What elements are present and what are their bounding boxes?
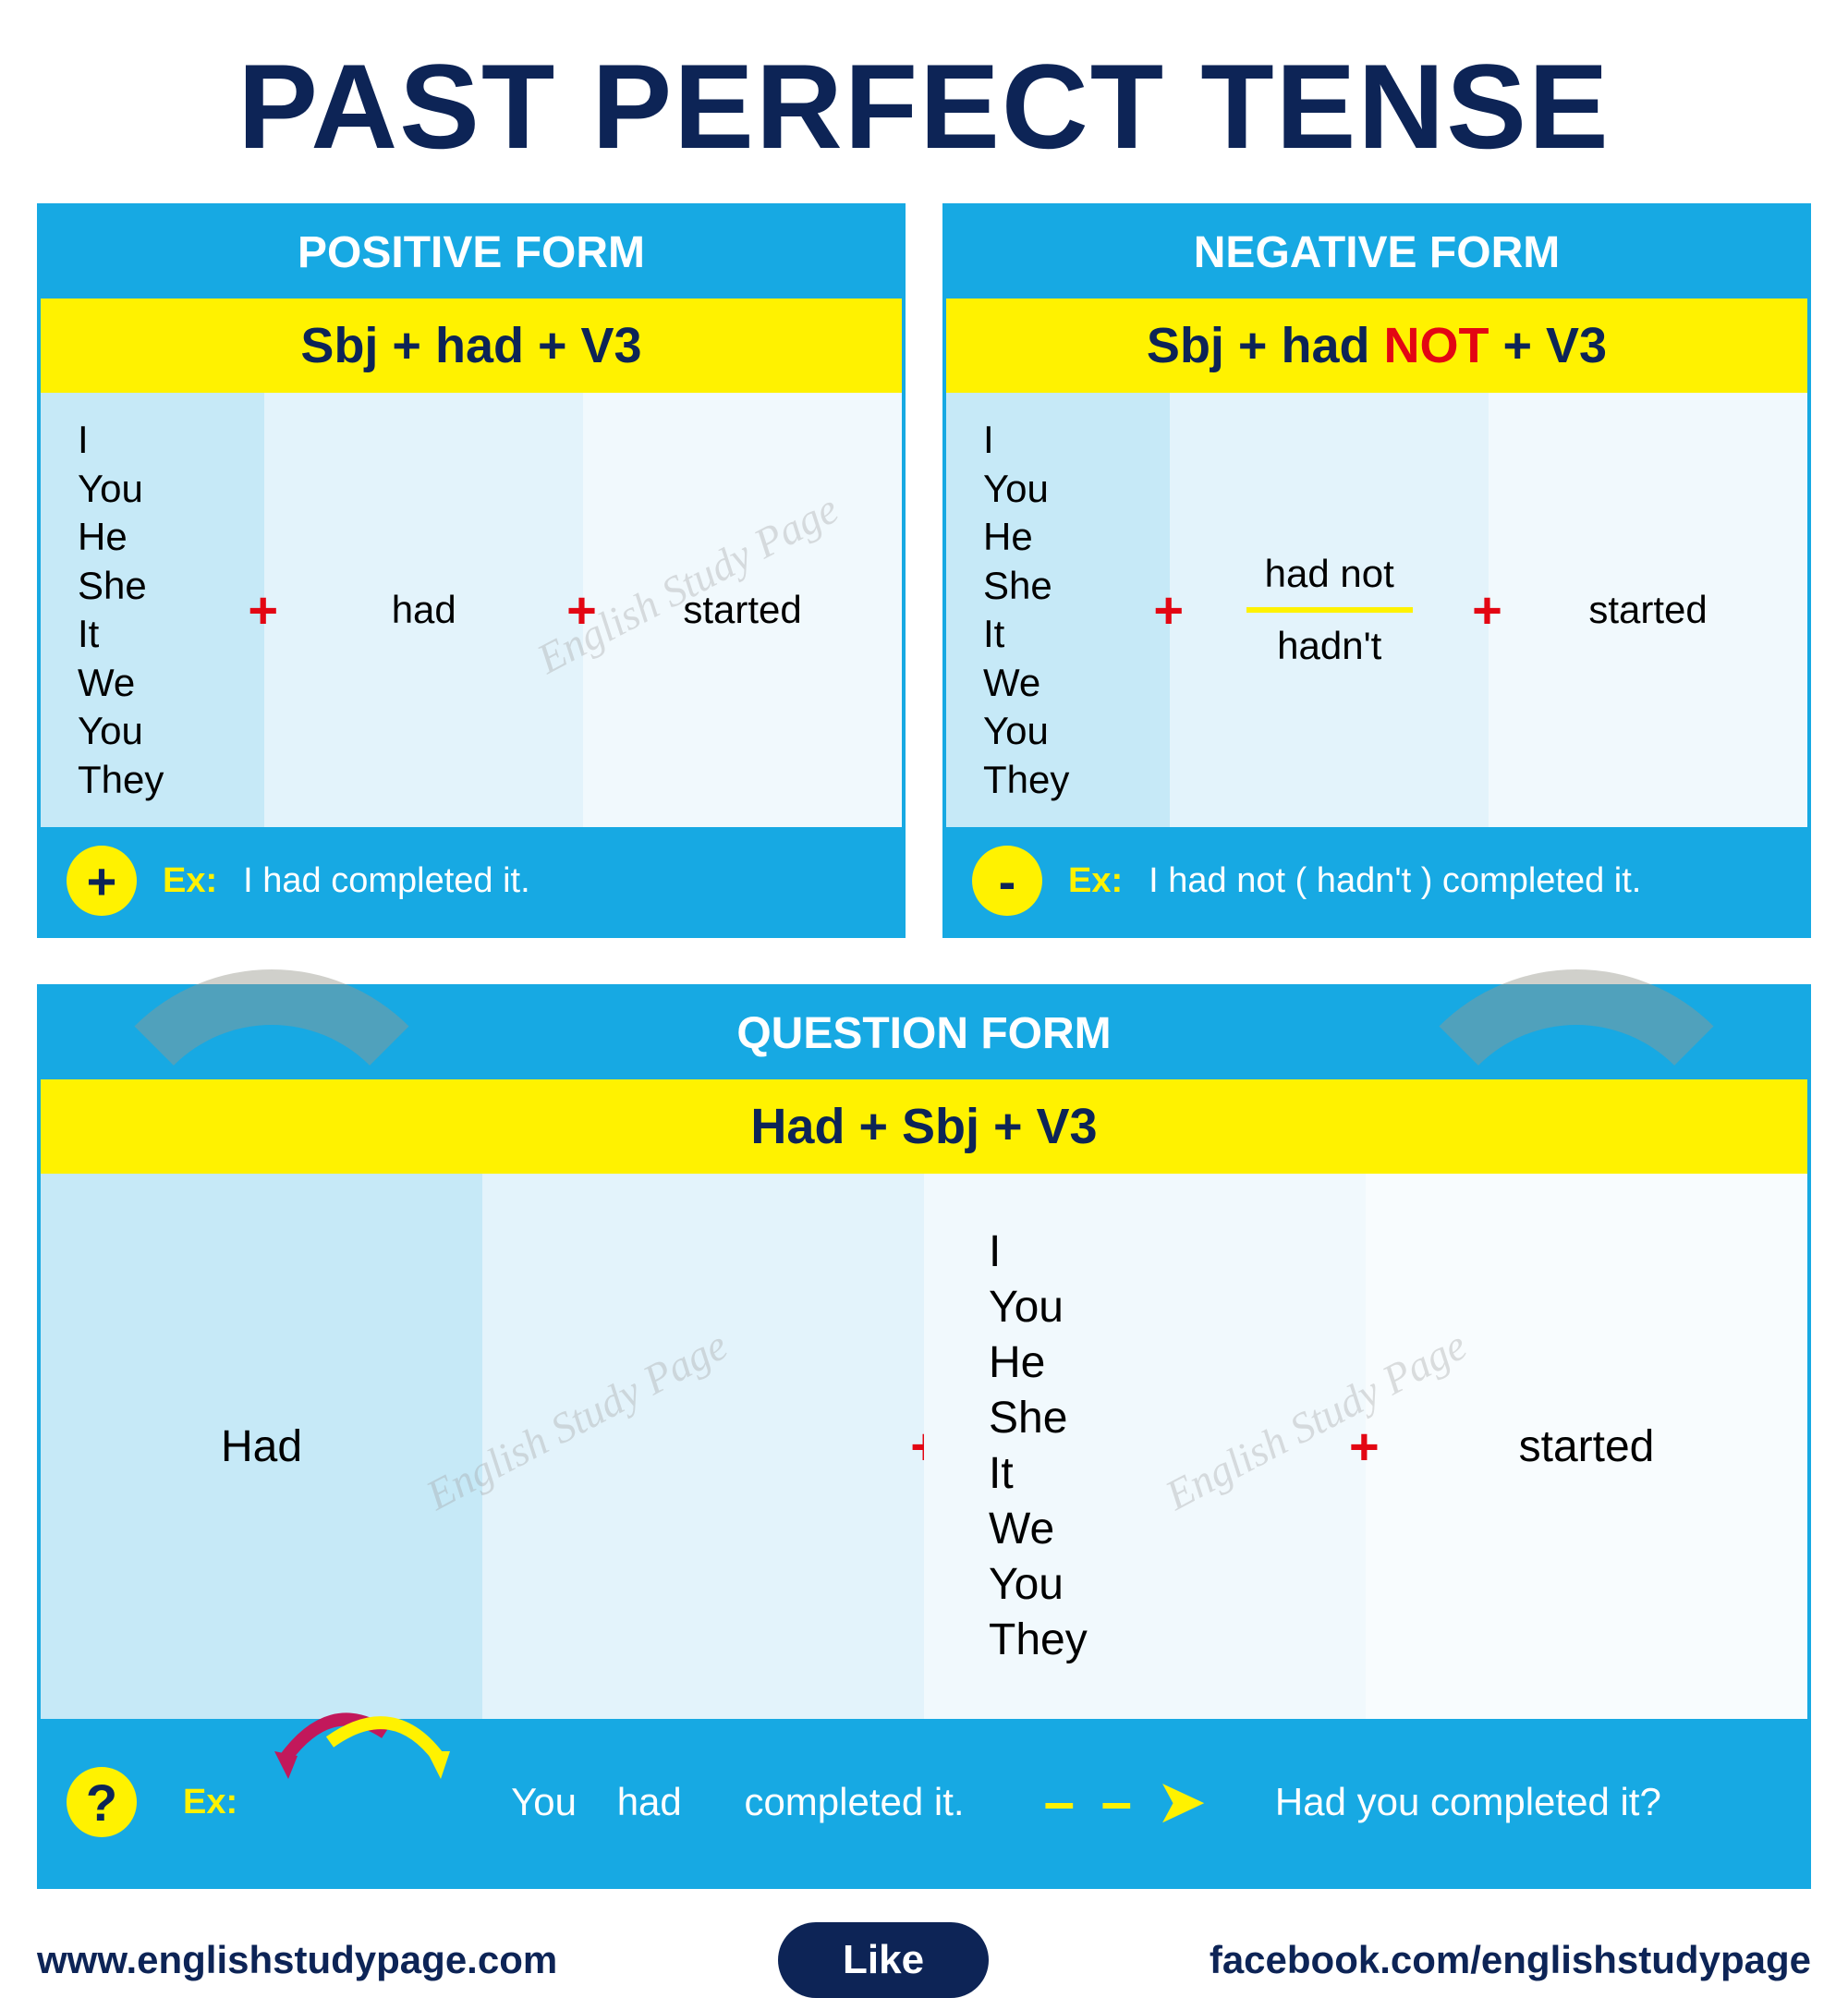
positive-example: + Ex: I had completed it.: [41, 827, 902, 934]
pronoun: You: [983, 707, 1049, 756]
pronoun: We: [989, 1502, 1054, 1557]
pronoun: I: [983, 416, 994, 465]
page-title: PAST PERFECT TENSE: [37, 37, 1811, 176]
like-button[interactable]: Like: [778, 1922, 989, 1998]
ex-label: Ex:: [183, 1783, 237, 1822]
positive-card: POSITIVE FORM Sbj + had + V3 I You He Sh…: [37, 203, 906, 938]
ex-text: I had not ( hadn't ) completed it.: [1149, 861, 1641, 901]
pronoun: They: [78, 756, 164, 805]
pronoun: You: [989, 1280, 1064, 1335]
pronoun: He: [983, 513, 1033, 562]
top-row: POSITIVE FORM Sbj + had + V3 I You He Sh…: [37, 203, 1811, 938]
plus-circle-icon: +: [67, 846, 137, 916]
result-text: Had you completed it?: [1275, 1780, 1661, 1824]
pronoun: You: [78, 465, 143, 514]
question-formula: Had + Sbj + V3: [41, 1079, 1807, 1174]
plus-icon: +: [566, 580, 597, 640]
negative-formula: Sbj + had NOT + V3: [946, 298, 1807, 393]
pronoun: They: [983, 756, 1069, 805]
pronoun: I: [78, 416, 89, 465]
swap-text: You had completed it.: [496, 1780, 979, 1824]
pronoun: She: [989, 1391, 1067, 1446]
footer-right: facebook.com/englishstudypage: [1210, 1938, 1811, 1982]
negative-card: NEGATIVE FORM Sbj + had NOT + V3 I You H…: [942, 203, 1811, 938]
hadnot-box: had not hadn't: [1246, 552, 1413, 668]
plus-icon: +: [1472, 580, 1502, 640]
question-body: Had + I You He She It We You They + star…: [41, 1174, 1807, 1719]
question-circle-icon: ?: [67, 1767, 137, 1837]
pronoun: It: [989, 1446, 1014, 1502]
negative-header: NEGATIVE FORM: [946, 207, 1807, 298]
positive-formula: Sbj + had + V3: [41, 298, 902, 393]
hadnt-text: hadn't: [1246, 624, 1413, 668]
pronoun: She: [983, 562, 1052, 611]
negative-example: - Ex: I had not ( hadn't ) completed it.: [946, 827, 1807, 934]
pronoun: They: [989, 1613, 1088, 1668]
plus-icon: +: [1153, 580, 1184, 640]
ex-label: Ex:: [1068, 861, 1123, 901]
swap-arrows-icon: [274, 1756, 459, 1848]
positive-body: I You He She It We You They + had + star…: [41, 393, 902, 827]
pronoun: You: [78, 707, 143, 756]
positive-right: + started: [583, 393, 902, 827]
positive-middle: + had: [264, 393, 583, 827]
started-text: started: [1588, 588, 1707, 632]
pronoun: You: [983, 465, 1049, 514]
question-card: QUESTION FORM Had + Sbj + V3 Had + I You…: [37, 984, 1811, 1889]
question-example: ? Ex: You had completed it. – – ➤ Had yo…: [41, 1719, 1807, 1885]
question-pronouns: I You He She It We You They: [924, 1174, 1366, 1719]
pronoun: You: [989, 1557, 1064, 1613]
positive-header: POSITIVE FORM: [41, 207, 902, 298]
plus-icon: +: [1349, 1417, 1380, 1477]
minus-circle-icon: -: [972, 846, 1042, 916]
question-col-started: + started: [1366, 1174, 1807, 1719]
negative-right: + started: [1489, 393, 1807, 827]
negative-body: I You He She It We You They + had not ha…: [946, 393, 1807, 827]
footer-left: www.englishstudypage.com: [37, 1938, 557, 1982]
pronoun: It: [78, 610, 99, 659]
ex-label: Ex:: [163, 861, 217, 901]
pronoun: He: [78, 513, 128, 562]
question-header: QUESTION FORM: [41, 988, 1807, 1079]
positive-pronouns: I You He She It We You They: [41, 393, 264, 827]
question-col-had: Had: [41, 1174, 482, 1719]
dash-arrow-icon: – – ➤: [1044, 1770, 1210, 1834]
negative-pronouns: I You He She It We You They: [946, 393, 1170, 827]
had-not-text: had not: [1246, 552, 1413, 596]
started-text: started: [683, 588, 801, 632]
divider: [1246, 607, 1413, 613]
plus-icon: +: [248, 580, 278, 640]
pronoun: I: [989, 1224, 1001, 1280]
ex-text: I had completed it.: [243, 861, 530, 901]
had-text: had: [392, 588, 456, 632]
pronoun: It: [983, 610, 1004, 659]
question-col-plus1: +: [482, 1174, 924, 1719]
pronoun: We: [983, 659, 1040, 708]
footer: www.englishstudypage.com Like facebook.c…: [37, 1922, 1811, 1998]
pronoun: We: [78, 659, 135, 708]
pronoun: He: [989, 1335, 1045, 1391]
negative-middle: + had not hadn't: [1170, 393, 1489, 827]
pronoun: She: [78, 562, 147, 611]
